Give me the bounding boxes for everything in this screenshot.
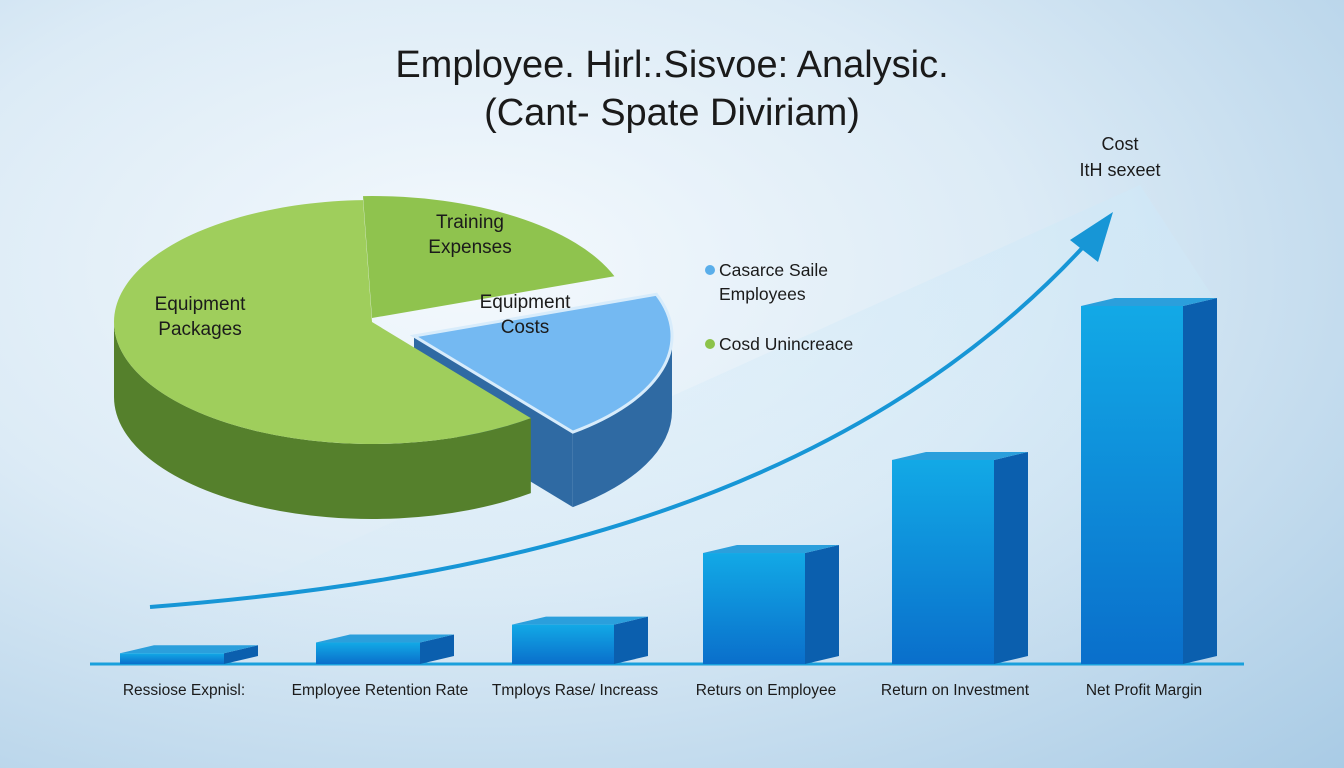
bar-side (224, 645, 258, 664)
pie-label: Equipment Packages (154, 294, 246, 340)
pie-label: Equipment Costs (479, 292, 571, 338)
pie-label: Training Expenses (428, 212, 512, 258)
x-tick-label: Tmploys Rase/ Increass (491, 682, 659, 699)
pie-slice (113, 200, 531, 445)
bar-top (703, 545, 839, 554)
x-tick-label: Net Profit Margin (1085, 682, 1203, 699)
bar-side (1183, 298, 1217, 664)
bar-top (316, 634, 454, 643)
pie-side (572, 336, 672, 508)
bar (316, 642, 420, 664)
legend-marker (705, 265, 715, 275)
bar (1081, 306, 1183, 664)
bar-side (420, 634, 454, 664)
bar-top (120, 645, 258, 654)
x-tick-label: Ressiose Expnisl: (122, 682, 246, 699)
bar-side (805, 545, 839, 664)
subtitle: (Cant- Spate Diviriam) (484, 92, 860, 134)
bar (120, 653, 224, 664)
bar (892, 459, 994, 664)
pie-slice (409, 292, 674, 434)
legend-label: Casarce Saile Employees (719, 260, 828, 304)
bar (512, 624, 614, 664)
x-tick-label: Returs on Employee (695, 682, 837, 699)
pie-side (114, 322, 531, 519)
bar-side (994, 451, 1028, 664)
trend-arrowhead (1070, 212, 1113, 262)
legend-marker (705, 339, 715, 349)
trend-line (149, 243, 1087, 609)
title: Employee. Hirl:.Sisvoe: Analysic. (395, 44, 949, 86)
pie-slice (362, 196, 615, 318)
annotation: Cost (1101, 134, 1139, 154)
x-tick-label: Return on Investment (880, 682, 1030, 699)
bar (703, 553, 805, 664)
bar-top (892, 451, 1028, 460)
annotation: ItH sexeet (1079, 160, 1161, 180)
x-tick-label: Employee Retention Rate (291, 682, 469, 699)
bar-top (1081, 298, 1217, 306)
legend-label: Cosd Unincreace (719, 334, 854, 354)
bar-top (512, 616, 648, 625)
bar-side (614, 616, 648, 664)
